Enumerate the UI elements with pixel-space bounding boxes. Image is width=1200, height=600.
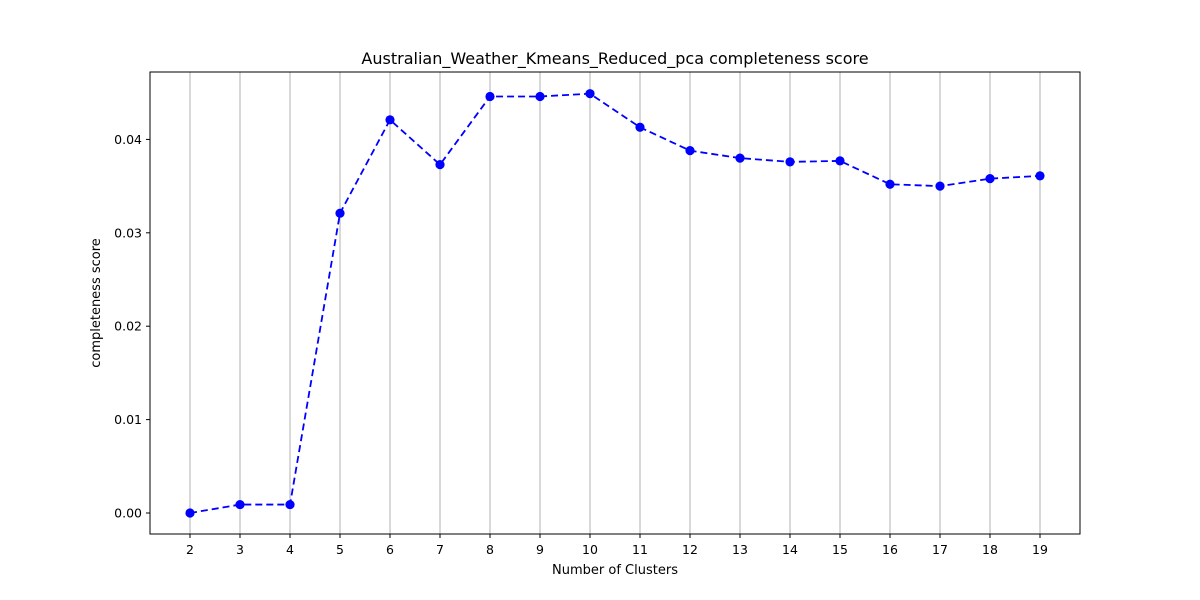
x-tick-label: 13 — [732, 542, 748, 557]
data-point — [285, 499, 295, 510]
chart-title: Australian_Weather_Kmeans_Reduced_pca co… — [361, 49, 868, 69]
series-line — [189, 92, 1041, 514]
data-point — [935, 181, 945, 191]
y-tick-label: 0.01 — [114, 412, 142, 427]
data-point — [735, 153, 745, 163]
data-point — [785, 157, 795, 167]
data-point — [685, 146, 695, 156]
y-axis-ticks: 0.00 0.01 0.02 0.03 0.04 — [114, 132, 150, 520]
x-axis-ticks: 2 3 4 5 6 7 8 9 10 11 12 13 14 15 16 17 18 19 — [186, 534, 1048, 557]
x-tick-label: 10 — [582, 542, 598, 557]
x-tick-label: 17 — [932, 542, 948, 557]
x-tick-label: 9 — [536, 542, 544, 557]
x-tick-label: 3 — [236, 542, 244, 557]
data-point — [235, 499, 245, 510]
data-point — [885, 179, 895, 189]
y-tick-label: 0.02 — [114, 319, 142, 334]
y-tick-label: 0.04 — [114, 132, 142, 147]
x-tick-label: 4 — [286, 542, 294, 557]
x-axis-label: Number of Clusters — [552, 563, 678, 578]
x-tick-label: 15 — [832, 542, 848, 557]
y-tick-label: 0.00 — [114, 505, 142, 520]
y-axis-label: completeness score — [89, 238, 104, 368]
data-point — [335, 208, 345, 218]
data-point — [535, 91, 545, 102]
x-tick-label: 5 — [336, 542, 344, 557]
data-point — [985, 174, 995, 184]
x-tick-label: 7 — [436, 542, 444, 557]
data-point — [385, 115, 395, 125]
x-tick-label: 12 — [682, 542, 698, 557]
x-tick-label: 18 — [982, 542, 998, 557]
data-point — [635, 122, 645, 132]
x-tick-label: 19 — [1032, 542, 1048, 557]
series-layer — [185, 89, 1045, 518]
data-point — [835, 156, 845, 166]
data-point — [1035, 171, 1045, 181]
y-tick-label: 0.03 — [114, 225, 142, 240]
data-point — [485, 91, 495, 102]
x-tick-label: 14 — [782, 542, 798, 557]
plot-area-frame — [149, 71, 1081, 535]
data-point — [585, 89, 595, 99]
data-point — [435, 160, 445, 170]
x-tick-label: 6 — [386, 542, 394, 557]
x-tick-label: 2 — [186, 542, 194, 557]
x-tick-label: 16 — [882, 542, 898, 557]
data-point — [185, 508, 195, 518]
x-tick-label: 8 — [486, 542, 494, 557]
x-tick-label: 11 — [632, 542, 648, 557]
